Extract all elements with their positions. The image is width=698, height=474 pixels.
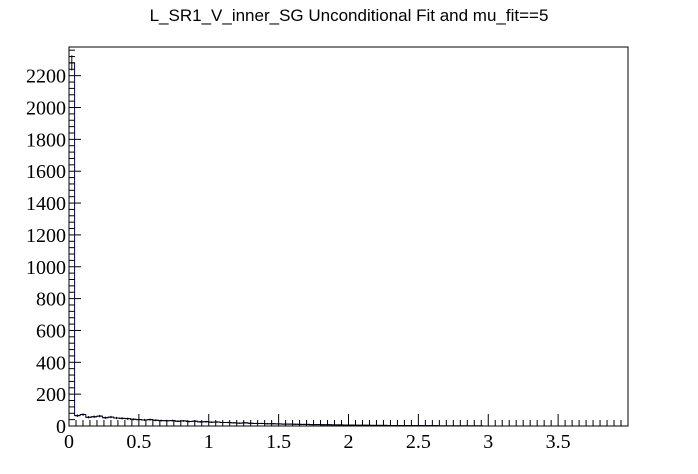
histogram-series — [68, 62, 628, 427]
x-tick-label: 3 — [483, 431, 493, 453]
y-tick-label: 200 — [36, 384, 66, 406]
x-tick-label: 1.5 — [266, 431, 291, 453]
plot-frame — [68, 46, 629, 427]
x-tick-label: 1 — [204, 431, 214, 453]
axis-ticks — [68, 49, 629, 427]
y-tick-label: 400 — [36, 352, 66, 374]
y-tick-label: 1800 — [26, 129, 66, 151]
y-tick-label: 0 — [56, 416, 66, 438]
x-tick-label: 0 — [64, 431, 74, 453]
chart-title: L_SR1_V_inner_SG Unconditional Fit and m… — [149, 6, 549, 25]
y-tick-label: 600 — [36, 320, 66, 342]
data-points-series — [69, 55, 628, 427]
histogram-line — [68, 62, 628, 427]
x-tick-label: 3.5 — [546, 431, 571, 453]
y-tick-label: 1000 — [26, 257, 66, 279]
x-tick-label: 0.5 — [126, 431, 151, 453]
y-tick-label: 2200 — [26, 66, 66, 88]
x-tick-label: 2.5 — [406, 431, 431, 453]
y-tick-label: 800 — [36, 289, 66, 311]
axis-tick-labels: 0 0.5 1 1.5 2 2.5 3 3.5 0 200 400 600 800 1000 1200 140… — [26, 66, 571, 453]
y-tick-label: 1200 — [26, 225, 66, 247]
y-tick-label: 2000 — [26, 98, 66, 120]
y-tick-label: 1400 — [26, 193, 66, 215]
y-tick-label: 1600 — [26, 161, 66, 183]
x-tick-label: 2 — [344, 431, 354, 453]
